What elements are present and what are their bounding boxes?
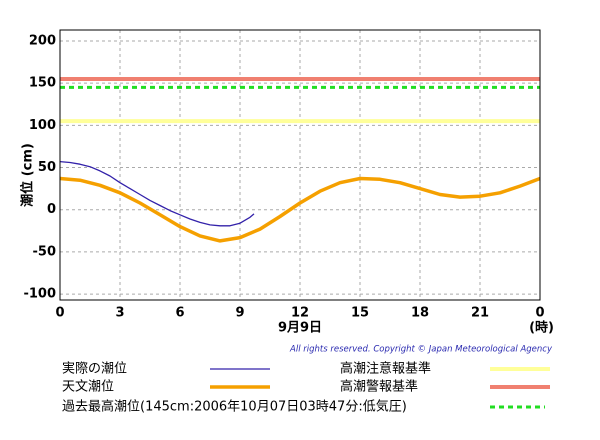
legend-label: 過去最高潮位(145cm:2006年10月07日03時47分:低気圧) bbox=[62, 399, 407, 415]
series-line bbox=[59, 176, 541, 243]
y-tick-label: -100 bbox=[23, 287, 56, 302]
legend-label: 天文潮位 bbox=[62, 380, 114, 395]
y-tick-label: 100 bbox=[29, 118, 56, 133]
copyright: All rights reserved. Copyright © Japan M… bbox=[289, 345, 553, 355]
x-tick-label: 21 bbox=[471, 306, 489, 321]
legend-label: 高潮警報基準 bbox=[340, 379, 418, 395]
y-axis-label: 潮位 (cm) bbox=[20, 143, 36, 207]
legend-label: 高潮注意報基準 bbox=[340, 361, 431, 377]
series-line bbox=[59, 160, 255, 227]
x-tick-label: 0 bbox=[55, 306, 64, 321]
legend-label: 実際の潮位 bbox=[62, 361, 127, 377]
y-tick-label: 0 bbox=[47, 202, 56, 217]
plot-border bbox=[59, 29, 541, 301]
x-tick-label: 9 bbox=[235, 306, 244, 321]
x-tick-label: 0 bbox=[535, 306, 544, 321]
y-tick-label: -50 bbox=[33, 244, 57, 259]
y-tick-label: 200 bbox=[29, 33, 56, 48]
x-tick-label: 12 bbox=[291, 306, 309, 321]
x-tick-label: 15 bbox=[351, 306, 369, 321]
x-tick-label: 18 bbox=[411, 306, 429, 321]
y-tick-label: 150 bbox=[29, 76, 56, 91]
x-tick-label: 3 bbox=[115, 306, 124, 321]
x-tick-label: 6 bbox=[175, 306, 184, 321]
y-tick-label: 50 bbox=[38, 160, 56, 175]
x-axis-unit: (時) bbox=[529, 320, 554, 336]
x-axis-label: 9月9日 bbox=[278, 321, 322, 336]
